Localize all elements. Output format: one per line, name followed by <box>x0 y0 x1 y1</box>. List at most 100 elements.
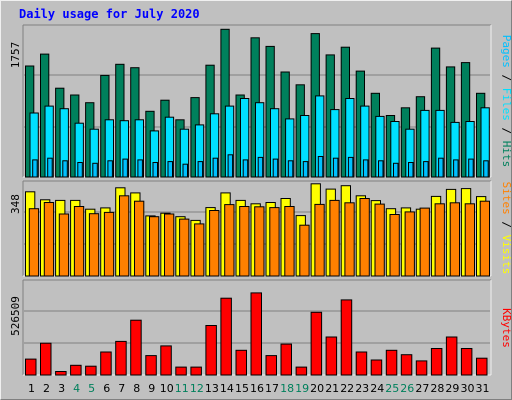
kbytes-bar <box>55 371 67 376</box>
pages-bar <box>287 160 294 178</box>
x-tick-label: 13 <box>205 382 219 395</box>
sites-bar <box>224 204 235 277</box>
kbytes-bar <box>85 365 97 376</box>
kbytes-bar <box>310 311 323 376</box>
kbytes-bar <box>280 343 292 376</box>
pages-bar <box>393 162 399 178</box>
kbytes-bar <box>400 354 413 376</box>
x-tick-label: 25 <box>385 382 399 395</box>
x-tick-label: 29 <box>445 382 459 395</box>
kbytes-bar <box>40 342 52 376</box>
pages-bar <box>438 157 444 178</box>
pages-bar <box>167 161 173 178</box>
sites-bar <box>179 218 190 277</box>
x-tick-label: 5 <box>88 382 95 395</box>
pages-bar <box>453 159 459 178</box>
sites-bar <box>374 203 385 277</box>
chart-title: Daily usage for July 2020 <box>19 7 200 21</box>
sites-bar <box>359 198 370 277</box>
pages-bar <box>137 159 143 178</box>
legend-text: KBytes <box>500 308 512 348</box>
legend-sites: Sites <box>500 182 512 215</box>
pages-bar <box>77 162 83 178</box>
x-tick-label: 19 <box>295 382 309 395</box>
x-tick-label: 28 <box>430 382 444 395</box>
pages-bar <box>212 157 219 178</box>
x-tick-label: 30 <box>461 382 475 395</box>
kbytes-bar <box>385 349 398 376</box>
sites-bar <box>314 203 325 277</box>
x-tick-label: 31 <box>476 382 490 395</box>
sites-bar <box>479 200 491 277</box>
sites-bar <box>43 202 55 277</box>
pages-bar <box>122 158 128 178</box>
kbytes-bar <box>70 364 82 376</box>
kbytes-bar <box>235 349 247 376</box>
sites-bar <box>58 213 70 277</box>
sites-bar <box>134 200 145 277</box>
pages-bar <box>62 160 68 178</box>
sites-bar <box>119 195 130 277</box>
x-tick-label: 11 <box>175 382 189 395</box>
x-tick-label: 8 <box>133 382 140 395</box>
kbytes-bar <box>190 366 202 376</box>
pages-bar <box>362 159 369 178</box>
kbytes-bar <box>145 355 157 376</box>
sites-bar <box>149 216 160 277</box>
legend-hits: Hits <box>500 141 512 168</box>
x-tick-label: 27 <box>415 382 429 395</box>
sites-bar <box>344 202 355 277</box>
kbytes-bar <box>476 357 488 376</box>
legend-pages: Pages <box>500 35 512 68</box>
sites-bar <box>404 211 415 277</box>
x-tick-label: 2 <box>43 382 50 395</box>
kbytes-bar <box>295 366 308 376</box>
kbytes-bar <box>115 340 127 376</box>
x-tick-label: 20 <box>310 382 324 395</box>
legend-kbytes: KBytes <box>500 308 512 348</box>
pages-bar <box>227 154 234 178</box>
pages-bar <box>197 161 204 178</box>
kbytes-bar <box>445 336 458 376</box>
sites-bar <box>464 203 476 277</box>
pages-bar <box>408 162 414 178</box>
x-tick-label: 1 <box>28 382 35 395</box>
kbytes-bar <box>370 359 383 376</box>
kbytes-bar <box>325 336 338 376</box>
kbytes-bar <box>100 351 112 376</box>
kbytes-bar <box>130 319 142 376</box>
kbytes-bar <box>340 299 353 376</box>
x-tick-label: 7 <box>118 382 125 395</box>
sites-bar <box>209 210 220 277</box>
legend-text: Sites / Visits <box>500 182 512 275</box>
sites-bar <box>329 199 340 277</box>
kbytes-bar <box>355 351 368 376</box>
x-tick-label: 22 <box>340 382 354 395</box>
kbytes-bar <box>265 355 277 376</box>
sites-bar <box>419 207 430 277</box>
pages-bar <box>272 158 279 178</box>
pages-bar <box>47 157 53 178</box>
kbytes-bar <box>220 297 232 376</box>
pages-bar <box>302 161 309 178</box>
x-tick-label: 6 <box>103 382 110 395</box>
pages-bar <box>347 156 354 178</box>
sites-bar <box>434 203 445 277</box>
pages-bar <box>468 158 474 178</box>
x-tick-label: 16 <box>250 382 264 395</box>
sites-bar <box>269 207 280 277</box>
sites-bar <box>284 206 295 277</box>
sites-bar <box>103 211 115 277</box>
pages-bar <box>32 159 38 178</box>
x-tick-label: 21 <box>325 382 339 395</box>
legend-separator: / <box>500 68 512 88</box>
legend-separator: / <box>500 121 512 141</box>
sites-bar <box>28 208 40 277</box>
kbytes-bar <box>430 348 443 376</box>
legend-files: Files <box>500 88 512 121</box>
x-tick-label: 12 <box>190 382 204 395</box>
pages-bar <box>107 160 113 178</box>
sites-bar <box>299 224 310 277</box>
x-tick-label: 18 <box>280 382 294 395</box>
pages-bar <box>92 162 98 178</box>
